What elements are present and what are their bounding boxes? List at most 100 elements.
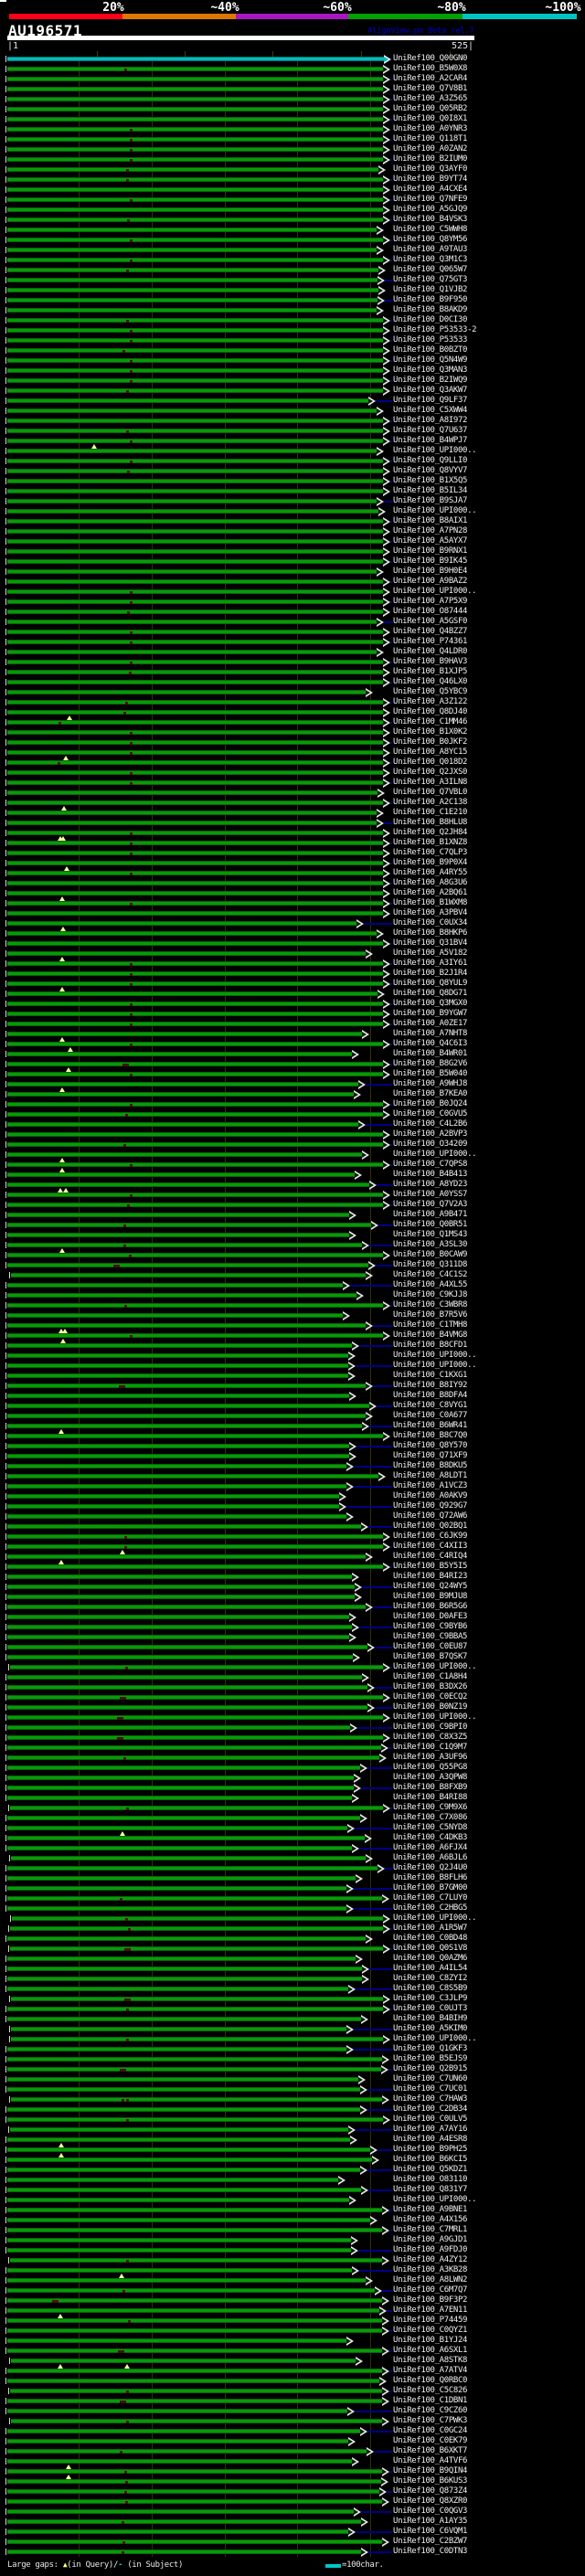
hit-bar[interactable] <box>7 1072 383 1076</box>
hit-label[interactable]: UniRef100_Q00GN0 <box>393 54 468 63</box>
hit-label[interactable]: UniRef100_Q3M1C3 <box>393 255 468 264</box>
hit-label[interactable]: UniRef100_C0EU87 <box>393 1642 468 1651</box>
hit-label[interactable]: UniRef100_B9H0E4 <box>393 567 468 576</box>
hit-bar[interactable] <box>7 2188 361 2192</box>
hit-bar[interactable] <box>7 2077 358 2082</box>
hit-label[interactable]: UniRef100_Q0BR51 <box>393 1220 468 1229</box>
hit-bar[interactable] <box>7 258 383 262</box>
hit-label[interactable]: UniRef100_A3Z565 <box>393 94 468 103</box>
hit-bar[interactable] <box>7 439 383 443</box>
hit-bar[interactable] <box>7 1082 358 1087</box>
hit-label[interactable]: UniRef100_A7PN28 <box>393 526 468 535</box>
hit-label[interactable]: UniRef100_Q8DG71 <box>393 989 468 998</box>
hit-bar[interactable] <box>7 2308 379 2313</box>
hit-label[interactable]: UniRef100_O34209 <box>393 1140 468 1149</box>
hit-label[interactable]: UniRef100_A5GJQ9 <box>393 205 468 214</box>
hit-label[interactable]: UniRef100_C6JK99 <box>393 1532 468 1541</box>
hit-label[interactable]: UniRef100_B0NZ19 <box>393 1702 468 1712</box>
hit-label[interactable]: UniRef100_B0JKF2 <box>393 737 468 747</box>
hit-bar[interactable] <box>7 1705 367 1710</box>
hit-label[interactable]: UniRef100_A5GSF0 <box>393 617 468 626</box>
hit-bar[interactable] <box>7 419 383 423</box>
hit-bar[interactable] <box>7 338 383 343</box>
hit-label[interactable]: UniRef100_B6R5G6 <box>393 1602 468 1611</box>
hit-label[interactable]: UniRef100_B4VMG8 <box>393 1330 468 1340</box>
hit-label[interactable]: UniRef100_A8YD23 <box>393 1180 468 1189</box>
hit-bar[interactable] <box>7 2439 348 2443</box>
hit-bar[interactable] <box>7 2278 366 2283</box>
hit-bar[interactable] <box>11 2027 346 2031</box>
hit-label[interactable]: UniRef100_Q8YM56 <box>393 235 468 244</box>
hit-label[interactable]: UniRef100_B5EJS9 <box>393 2054 468 2063</box>
hit-label[interactable]: UniRef100_B9YGW7 <box>393 1009 468 1018</box>
hit-label[interactable]: UniRef100_C9BBA5 <box>393 1632 468 1641</box>
hit-bar[interactable] <box>7 1846 352 1850</box>
hit-bar[interactable] <box>7 429 383 433</box>
hit-label[interactable]: UniRef100_P53533 <box>393 335 468 345</box>
hit-bar[interactable] <box>7 1595 355 1599</box>
hit-bar[interactable] <box>7 630 383 634</box>
hit-label[interactable]: UniRef100_B8C7Q0 <box>393 1431 468 1440</box>
hit-bar[interactable] <box>7 2369 382 2373</box>
hit-label[interactable]: UniRef100_Q8Y570 <box>393 1441 468 1450</box>
hit-bar[interactable] <box>7 107 383 111</box>
hit-bar[interactable] <box>7 358 383 363</box>
hit-bar[interactable] <box>7 680 383 684</box>
hit-bar[interactable] <box>7 1866 378 1871</box>
hit-label[interactable]: UniRef100_C0GC24 <box>393 2426 468 2435</box>
hit-bar[interactable] <box>7 760 383 765</box>
hit-bar[interactable] <box>7 1554 366 1559</box>
hit-bar[interactable] <box>7 1263 368 1267</box>
hit-label[interactable]: UniRef100_Q46LX0 <box>393 677 468 686</box>
hit-bar[interactable] <box>7 217 383 222</box>
hit-bar[interactable] <box>7 187 383 192</box>
hit-bar[interactable] <box>7 1152 362 1157</box>
hit-label[interactable]: UniRef100_C1Q9M7 <box>393 1743 468 1752</box>
hit-bar[interactable] <box>7 408 377 413</box>
hit-label[interactable]: UniRef100_C9CZ60 <box>393 2406 468 2415</box>
hit-label[interactable]: UniRef100_C1DBN1 <box>393 2396 468 2405</box>
hit-bar[interactable] <box>7 1987 348 1991</box>
hit-label[interactable]: UniRef100_C2HBG5 <box>393 1903 468 1913</box>
hit-label[interactable]: UniRef100_C0BD48 <box>393 1934 468 1943</box>
hit-label[interactable]: UniRef100_A9GJD1 <box>393 2235 468 2244</box>
hit-label[interactable]: UniRef100_B4RI88 <box>393 1793 468 1802</box>
hit-bar[interactable] <box>7 378 383 383</box>
hit-bar[interactable] <box>7 1122 358 1127</box>
hit-bar[interactable] <box>7 268 378 272</box>
hit-bar[interactable] <box>7 479 383 483</box>
hit-bar[interactable] <box>7 620 377 624</box>
hit-label[interactable]: UniRef100_B9MJU8 <box>393 1592 468 1601</box>
hit-bar[interactable] <box>7 2137 350 2142</box>
hit-bar[interactable] <box>7 1977 362 1981</box>
hit-label[interactable]: UniRef100_Q05RB2 <box>393 104 468 113</box>
hit-label[interactable]: UniRef100_B8FLH6 <box>393 1873 468 1882</box>
hit-label[interactable]: UniRef100_B1WXM8 <box>393 898 468 907</box>
hit-label[interactable]: UniRef100_B1XNZ8 <box>393 838 468 847</box>
hit-label[interactable]: UniRef100_Q7V8B1 <box>393 84 468 93</box>
hit-label[interactable]: UniRef100_A5V182 <box>393 949 468 958</box>
hit-bar[interactable] <box>7 1735 383 1740</box>
hit-label[interactable]: UniRef100_B1YJ24 <box>393 2336 468 2345</box>
hit-label[interactable]: UniRef100_B8AKD9 <box>393 305 468 314</box>
hit-label[interactable]: UniRef100_A3UF96 <box>393 1753 468 1762</box>
hit-bar[interactable] <box>7 951 366 956</box>
hit-label[interactable]: UniRef100_Q5KDZ1 <box>393 2165 468 2174</box>
hit-label[interactable]: UniRef100_Q71XF9 <box>393 1451 468 1460</box>
hit-label[interactable]: UniRef100_B1X5Q5 <box>393 476 468 485</box>
hit-label[interactable]: UniRef100_UPI000.. <box>393 587 477 596</box>
hit-bar[interactable] <box>7 127 383 132</box>
hit-label[interactable]: UniRef100_A8LWN2 <box>393 2275 468 2284</box>
hit-bar[interactable] <box>7 891 383 896</box>
hit-label[interactable]: UniRef100_Q065W7 <box>393 265 468 274</box>
hit-label[interactable]: UniRef100_B4B413 <box>393 1170 468 1179</box>
hit-bar[interactable] <box>7 1755 379 1760</box>
hit-label[interactable]: UniRef100_Q7V2A3 <box>393 1200 468 1209</box>
hit-bar[interactable] <box>7 1363 348 1368</box>
hit-label[interactable]: UniRef100_B7QSK7 <box>393 1652 468 1661</box>
hit-bar[interactable] <box>7 137 383 142</box>
hit-bar[interactable] <box>7 2328 382 2333</box>
hit-bar[interactable] <box>10 2127 348 2132</box>
hit-bar[interactable] <box>7 1504 339 1509</box>
hit-bar[interactable] <box>7 2168 360 2172</box>
